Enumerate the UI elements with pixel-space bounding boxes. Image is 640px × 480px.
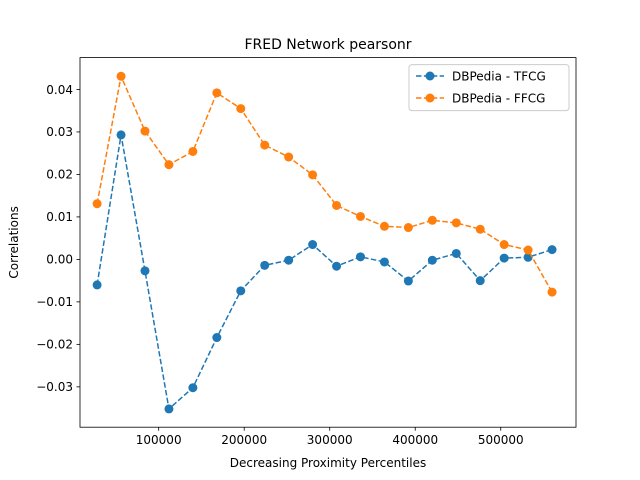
data-point-1	[427, 215, 437, 225]
legend-marker-ffcg	[425, 93, 435, 103]
data-point-1	[355, 211, 365, 221]
data-point-1	[523, 245, 533, 255]
data-point-1	[403, 223, 413, 233]
y-tick-label: 0.00	[46, 253, 73, 267]
chart-title: FRED Network pearsonr	[244, 37, 411, 53]
y-tick-label: 0.03	[46, 125, 73, 139]
y-tick-label: 0.04	[46, 83, 73, 97]
plot-area	[80, 57, 576, 428]
plot-frame	[79, 57, 577, 428]
data-point-1	[475, 224, 485, 234]
data-point-1	[308, 170, 318, 180]
data-point-0	[140, 266, 150, 276]
data-point-0	[308, 240, 318, 250]
x-axis-label: Decreasing Proximity Percentiles	[230, 456, 426, 470]
data-point-0	[451, 248, 461, 258]
data-point-1	[451, 218, 461, 228]
data-point-1	[284, 152, 294, 162]
legend-marker-tfcg	[425, 71, 435, 81]
x-tick-label: 300000	[307, 433, 353, 447]
data-point-1	[188, 146, 198, 156]
y-tick-label: −0.01	[36, 295, 73, 309]
legend-label-tfcg: DBPedia - TFCG	[452, 70, 546, 84]
data-point-0	[379, 257, 389, 267]
y-axis-label: Correlations	[7, 206, 21, 278]
data-point-1	[164, 160, 174, 170]
data-point-0	[403, 276, 413, 286]
data-point-1	[379, 221, 389, 231]
data-point-0	[92, 280, 102, 290]
data-point-1	[547, 287, 557, 297]
data-point-0	[499, 253, 509, 263]
series-layer	[92, 71, 557, 414]
y-tick-label: −0.03	[36, 380, 73, 394]
data-point-1	[332, 200, 342, 210]
data-point-1	[92, 199, 102, 209]
data-point-0	[547, 245, 557, 255]
x-axis: 100000 200000 300000 400000 500000	[136, 427, 524, 447]
data-point-0	[355, 252, 365, 262]
data-point-0	[332, 261, 342, 271]
data-point-0	[284, 255, 294, 265]
x-tick-label: 500000	[478, 433, 524, 447]
series-line-0	[96, 134, 553, 411]
data-point-0	[260, 260, 270, 270]
data-point-0	[236, 286, 246, 296]
x-tick-label: 400000	[392, 433, 438, 447]
y-tick-label: 0.02	[46, 168, 73, 182]
y-tick-label: 0.01	[46, 210, 73, 224]
data-point-0	[188, 383, 198, 393]
legend-box	[408, 64, 570, 112]
legend: DBPedia - TFCG DBPedia - FFCG	[408, 64, 570, 112]
legend-label-ffcg: DBPedia - FFCG	[452, 92, 545, 106]
data-point-0	[116, 130, 126, 140]
y-axis: −0.03 −0.02 −0.01 0.00 0.01 0.02 0.03 0.04	[36, 83, 80, 394]
data-point-0	[164, 404, 174, 414]
data-point-1	[499, 240, 509, 250]
data-point-0	[475, 276, 485, 286]
data-point-1	[260, 140, 270, 150]
data-point-1	[212, 88, 222, 98]
data-point-1	[116, 71, 126, 81]
x-tick-label: 100000	[136, 433, 182, 447]
data-point-0	[212, 333, 222, 343]
x-tick-label: 200000	[221, 433, 267, 447]
data-point-1	[236, 104, 246, 114]
data-point-0	[427, 255, 437, 265]
y-tick-label: −0.02	[36, 338, 73, 352]
data-point-1	[140, 126, 150, 136]
